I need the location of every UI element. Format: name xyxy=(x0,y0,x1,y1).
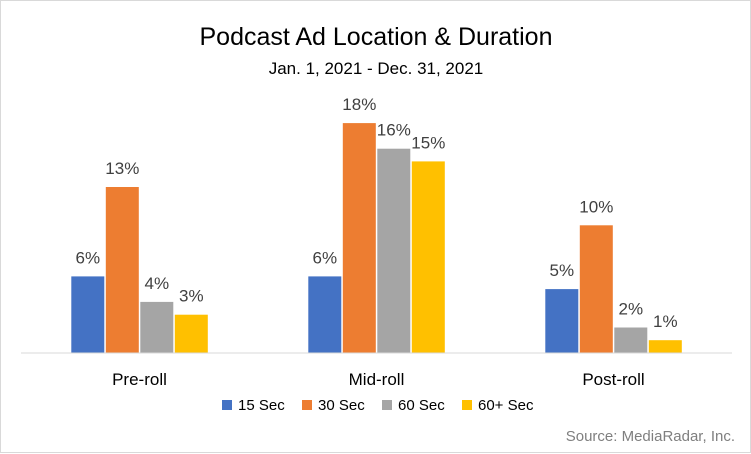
bar-post-roll-30-sec xyxy=(579,225,613,353)
legend-label: 30 Sec xyxy=(318,397,365,414)
legend: 15 Sec 30 Sec 60 Sec 60+ Sec xyxy=(222,397,534,414)
data-label: 13% xyxy=(105,159,139,178)
bar-post-roll-60-sec xyxy=(648,340,682,353)
data-label: 6% xyxy=(76,248,101,267)
category-label: Post-roll xyxy=(582,370,644,389)
bar-mid-roll-60-sec xyxy=(377,148,411,353)
data-label: 4% xyxy=(145,274,170,293)
data-label: 5% xyxy=(550,261,575,280)
data-label: 18% xyxy=(342,95,376,114)
data-label: 15% xyxy=(411,133,445,152)
bar-pre-roll-15-sec xyxy=(71,276,105,353)
bar-mid-roll-30-sec xyxy=(342,123,376,353)
legend-label: 60 Sec xyxy=(398,397,445,414)
bar-pre-roll-60-sec xyxy=(174,314,208,353)
data-label: 6% xyxy=(313,248,338,267)
bar-post-roll-15-sec xyxy=(545,289,579,353)
bars-group xyxy=(71,123,682,353)
legend-swatch xyxy=(302,400,312,410)
data-labels-group: 6% 13% 4% 3% 6% 18%16%15% 5% 10% 2% 1% xyxy=(76,95,678,331)
legend-swatch xyxy=(382,400,392,410)
bar-mid-roll-60-sec xyxy=(411,161,445,353)
category-labels-group: Pre-roll Mid-roll Post-roll xyxy=(112,370,645,389)
legend-swatch xyxy=(462,400,472,410)
bar-mid-roll-15-sec xyxy=(308,276,342,353)
source-note: Source: MediaRadar, Inc. xyxy=(566,428,735,445)
bar-post-roll-60-sec xyxy=(614,327,648,353)
legend-label: 15 Sec xyxy=(238,397,285,414)
category-label: Pre-roll xyxy=(112,370,167,389)
data-label: 10% xyxy=(579,197,613,216)
legend-swatch xyxy=(222,400,232,410)
legend-label: 60+ Sec xyxy=(478,397,534,414)
chart-subtitle: Jan. 1, 2021 - Dec. 31, 2021 xyxy=(269,59,484,78)
bar-pre-roll-30-sec xyxy=(105,187,139,353)
data-label: 2% xyxy=(619,300,644,319)
chart-title: Podcast Ad Location & Duration xyxy=(199,23,552,51)
bar-pre-roll-60-sec xyxy=(140,301,174,353)
data-label: 3% xyxy=(179,287,204,306)
category-label: Mid-roll xyxy=(349,370,405,389)
data-label: 1% xyxy=(653,312,678,331)
data-label: 16% xyxy=(377,121,411,140)
